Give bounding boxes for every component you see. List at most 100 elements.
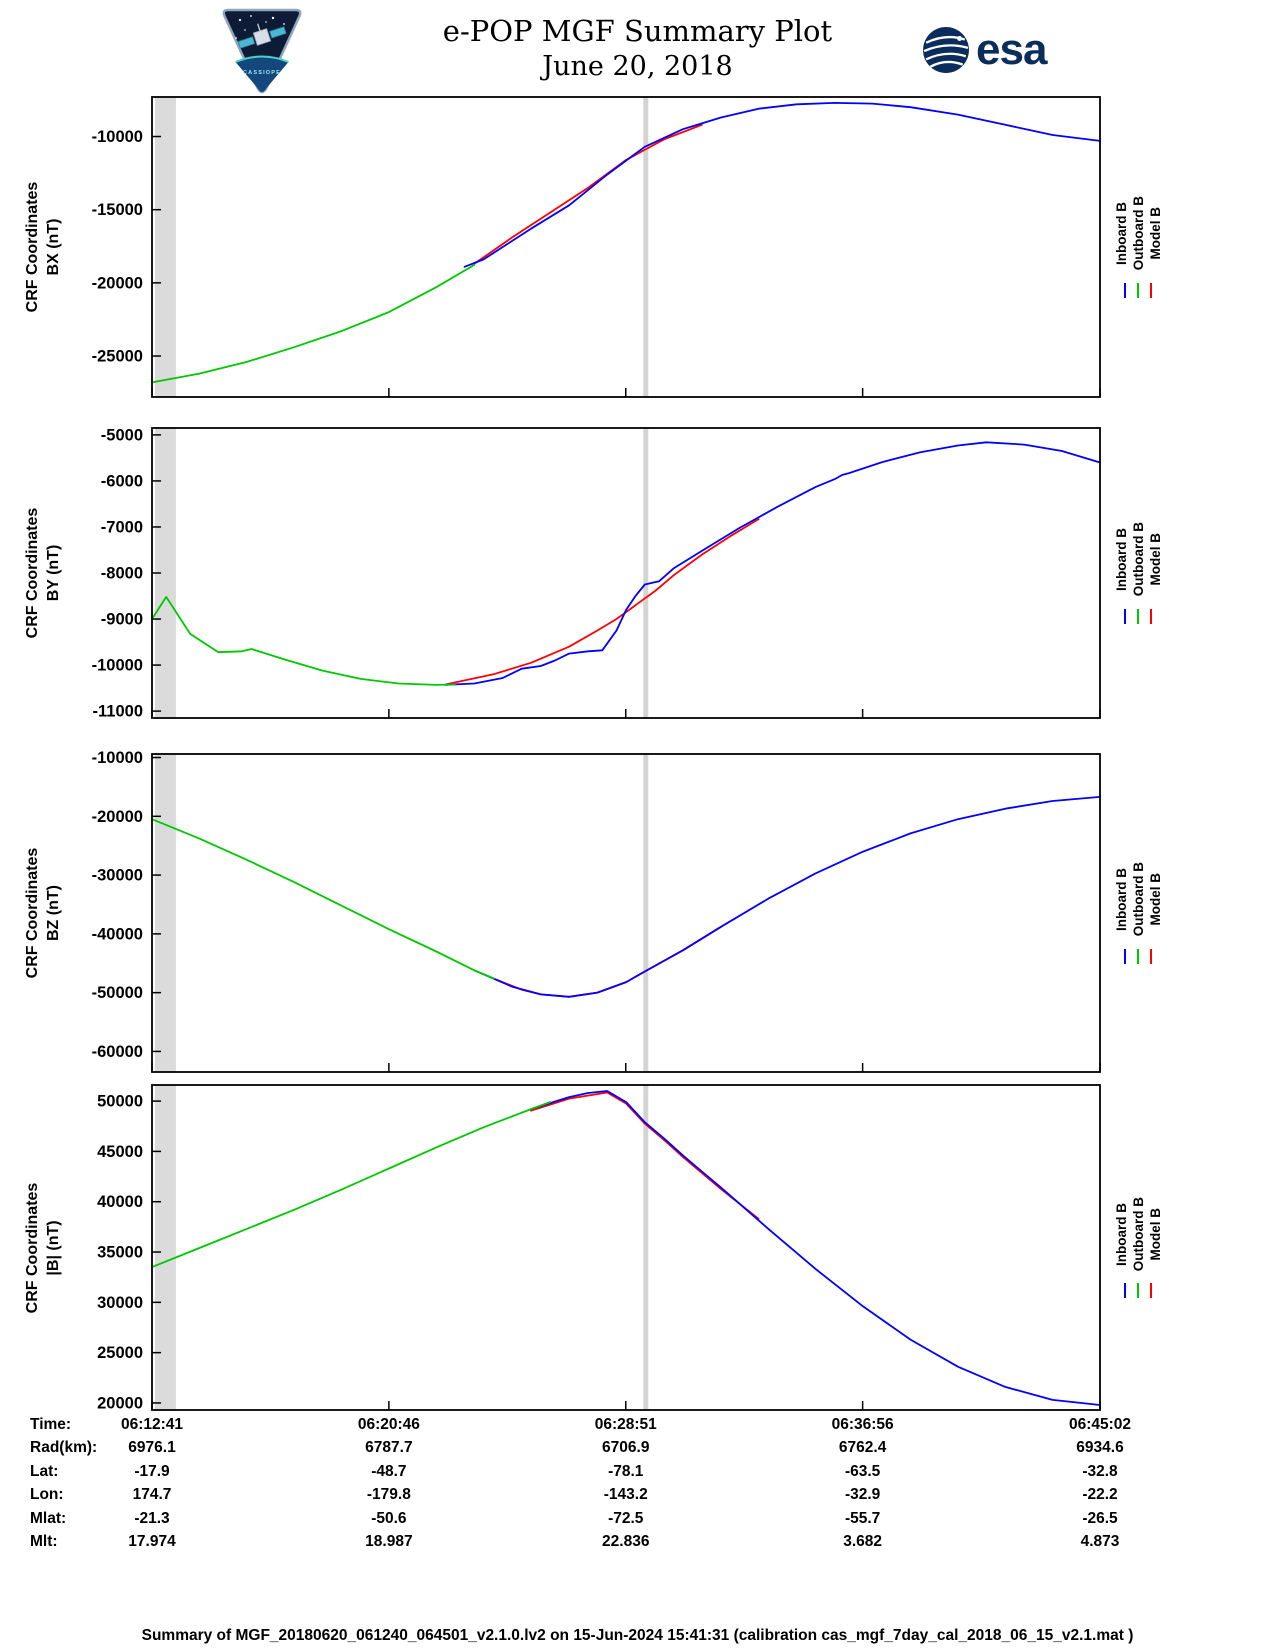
legend-label-inboard-b: Inboard B <box>1113 528 1129 591</box>
legend-mark-model-b <box>1150 282 1152 298</box>
legend-mark-model-b <box>1150 1283 1152 1299</box>
cell-mlt-2: 22.836 <box>602 1532 650 1550</box>
cell-mlat-3: -55.7 <box>844 1509 881 1527</box>
esa-wordmark: esa <box>976 25 1047 74</box>
y-tick-label: 45000 <box>97 1143 143 1161</box>
cell-lon-4: -22.2 <box>1082 1486 1118 1504</box>
y-tick-label: -50000 <box>92 984 143 1002</box>
cell-mlat-1: -50.6 <box>371 1509 407 1527</box>
legend-label-inboard-b: Inboard B <box>1113 1202 1129 1266</box>
cell-lat-0: -17.9 <box>134 1462 170 1480</box>
inboard-b-line <box>444 441 1101 686</box>
y-tick-label: -7000 <box>101 518 143 536</box>
bmag-plot: 20000 25000 30000 35000 40000 45000 50000 <box>97 1084 1101 1412</box>
eclipse-band <box>154 754 176 1072</box>
table-row-time: Time: 06:12:41 06:20:46 06:28:51 06:36:56 06:… <box>0 1416 1275 1439</box>
legend-mark-inboard-b <box>1124 282 1126 298</box>
legend-mark-model-b <box>1150 608 1152 624</box>
y-tick-label: -30000 <box>92 867 143 885</box>
inboard-b-line <box>530 1090 1101 1406</box>
legend-label-model-b: Model B <box>1147 207 1163 260</box>
cell-mlat-0: -21.3 <box>134 1509 170 1527</box>
esa-logo: esa <box>922 25 1047 74</box>
bx-legend: Inboard B Outboard B Model B <box>1106 97 1170 397</box>
cell-mlt-0: 17.974 <box>128 1532 176 1550</box>
legend-mark-outboard-b <box>1137 282 1139 298</box>
bmag-legend: Inboard B Outboard B Model B <box>1106 1085 1170 1410</box>
legend-label-outboard-b: Outboard B <box>1130 1196 1146 1272</box>
y-tick-label: 35000 <box>97 1244 143 1262</box>
y-tick-label: 40000 <box>97 1193 143 1211</box>
table-row-rad-km: Rad(km): 6976.1 6787.7 6706.9 6762.4 6934.6 <box>0 1439 1275 1462</box>
axes-box <box>151 753 1101 1073</box>
cell-lon-1: -179.8 <box>366 1486 411 1504</box>
bz-axis-label: CRF Coordinates BZ (nT) <box>24 847 62 979</box>
cell-time-3: 06:36:56 <box>831 1416 894 1433</box>
legend-label-outboard-b: Outboard B <box>1130 196 1146 271</box>
y-tick-label: 50000 <box>97 1093 143 1111</box>
cell-mlt-1: 18.987 <box>365 1532 413 1550</box>
y-tick-label: -20000 <box>92 274 143 292</box>
cell-mlt-4: 4.873 <box>1080 1532 1120 1550</box>
y-tick-label: 30000 <box>97 1294 143 1312</box>
inboard-b-line <box>473 796 1101 998</box>
cell-mlat-4: -26.5 <box>1082 1509 1118 1527</box>
cassiope-patch-text: CASSIOPE <box>243 70 281 76</box>
cell-mlat-2: -72.5 <box>608 1509 644 1527</box>
cell-lat-3: -63.5 <box>844 1462 881 1480</box>
panel-bz: CRF Coordinates BZ (nT) -60000 -50000 -40000… <box>0 749 1275 1073</box>
cell-time-0: 06:12:41 <box>120 1416 184 1433</box>
table-row-mlat: Mlat: -21.3 -50.6 -72.5 -55.7 -26.5 <box>0 1510 1275 1533</box>
cell-lon-0: 174.7 <box>132 1486 172 1504</box>
y-tick-label: 20000 <box>97 1394 143 1412</box>
ephemeris-table: Time: 06:12:41 06:20:46 06:28:51 06:36:56 06:… <box>0 1416 1275 1556</box>
axes-box <box>151 427 1101 719</box>
bz-plot: -60000 -50000 -40000 -30000 -20000 -10000 <box>92 749 1101 1073</box>
legend-label-outboard-b: Outboard B <box>1130 522 1146 597</box>
by-legend: Inboard B Outboard B Model B <box>1106 428 1170 718</box>
by-axis-label: CRF Coordinates BY (nT) <box>24 507 62 639</box>
y-tick-label: 25000 <box>97 1344 143 1362</box>
y-tick-label: -11000 <box>93 703 143 721</box>
cell-lat-4: -32.8 <box>1082 1462 1118 1480</box>
row-label-time: Time: <box>30 1416 72 1433</box>
legend-label-inboard-b: Inboard B <box>1113 868 1129 931</box>
y-tick-label: -60000 <box>92 1043 143 1061</box>
cell-lon-3: -32.9 <box>844 1486 881 1504</box>
row-label-rad-km: Rad(km): <box>30 1439 98 1457</box>
legend-mark-model-b <box>1150 948 1152 964</box>
by-plot: -11000 -10000 -9000 -8000 -7000 -6000 -5000 <box>92 426 1101 721</box>
esa-globe-icon <box>923 27 969 73</box>
y-tick-label: -8000 <box>101 565 143 583</box>
y-tick-label: -5000 <box>101 426 143 444</box>
bz-legend: Inboard B Outboard B Model B <box>1106 754 1170 1072</box>
cell-lat-1: -48.7 <box>371 1462 407 1480</box>
y-tick-label: -25000 <box>92 348 143 366</box>
header: CASSIOPE e-POP MGF Summary Plot June 20,… <box>0 0 1275 96</box>
cell-rad-km-0: 6976.1 <box>128 1439 176 1457</box>
model-b-line <box>473 123 703 265</box>
bx-axis-label: CRF Coordinates BX (nT) <box>24 181 62 313</box>
outboard-b-line <box>151 263 476 384</box>
footer-summary-text: Summary of MGF_20180620_061240_064501_v2… <box>141 1627 1134 1644</box>
legend-mark-inboard-b <box>1124 1283 1126 1299</box>
panel-bmag: CRF Coordinates |B| (nT) 20000 25000 30000 35… <box>0 1084 1275 1412</box>
outboard-b-line <box>151 595 456 686</box>
table-row-mlt: Mlt: 17.974 18.987 22.836 3.682 4.873 <box>0 1533 1275 1556</box>
plot-title: e-POP MGF Summary Plot <box>442 14 833 48</box>
y-tick-label: -15000 <box>92 201 143 219</box>
model-b-line <box>492 925 722 998</box>
cell-time-4: 06:45:02 <box>1068 1416 1132 1433</box>
y-tick-label: -10000 <box>92 749 143 767</box>
legend-mark-inboard-b <box>1124 608 1126 624</box>
model-b-line <box>530 1091 760 1220</box>
panel-by: CRF Coordinates BY (nT) -11000 -10000 -9000-… <box>0 426 1275 721</box>
table-row-lon: Lon: 174.7 -179.8 -143.2 -32.9 -22.2 <box>0 1486 1275 1509</box>
cell-mlt-3: 3.682 <box>843 1532 883 1550</box>
legend-label-model-b: Model B <box>1147 1207 1163 1261</box>
outboard-b-line <box>151 1101 552 1269</box>
cell-lon-2: -143.2 <box>603 1486 648 1504</box>
cell-rad-km-1: 6787.7 <box>365 1439 413 1457</box>
axes-box <box>151 1084 1101 1411</box>
axes-box <box>151 96 1101 398</box>
